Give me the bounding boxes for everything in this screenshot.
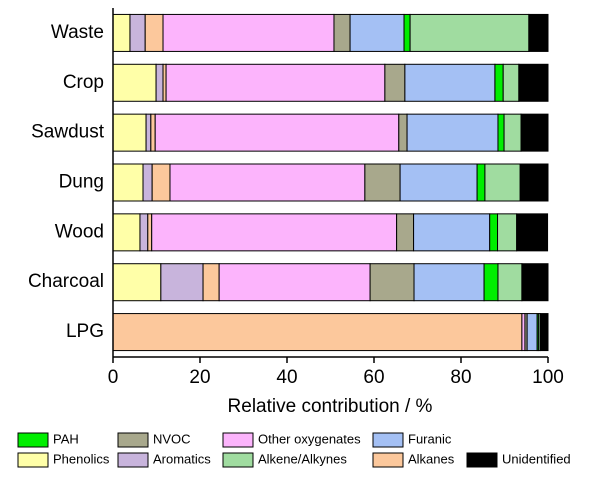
legend-swatch <box>17 452 49 468</box>
x-tick-label: 20 <box>189 367 210 388</box>
bar-segment <box>151 213 398 252</box>
bar-segment <box>169 163 366 202</box>
bar-segment <box>503 113 522 152</box>
bar-segment <box>155 63 164 102</box>
y-tick-label: Sawdust <box>31 122 105 143</box>
y-tick-label: LPG <box>66 321 104 342</box>
bar-segment <box>202 263 220 302</box>
bar-segment <box>396 213 415 252</box>
bar-segment <box>384 63 406 102</box>
bar-segment <box>112 163 144 202</box>
y-tick-label: Dung <box>59 172 104 193</box>
bar-segment <box>528 13 549 52</box>
bar-segment <box>476 163 486 202</box>
bar-segment <box>483 263 499 302</box>
bar-segment <box>413 213 491 252</box>
bar-segment <box>526 313 538 352</box>
bar-segment <box>150 113 156 152</box>
y-tick-label: Charcoal <box>28 271 104 292</box>
bar-segment <box>369 263 415 302</box>
x-axis-label: Relative contribution / % <box>228 396 433 417</box>
bar-segment <box>406 113 499 152</box>
bar-segment <box>162 13 335 52</box>
y-tick-label: Waste <box>51 22 104 43</box>
bar-segment <box>364 163 401 202</box>
bar-segment <box>218 263 371 302</box>
legend-label: Alkanes <box>408 451 455 466</box>
bar-segment <box>129 13 146 52</box>
bar-segment <box>112 263 162 302</box>
x-tick-label: 40 <box>276 367 297 388</box>
bar-segment <box>139 213 149 252</box>
bar-segment <box>409 13 530 52</box>
y-tick-label: Crop <box>63 72 104 93</box>
bar-segment <box>403 13 411 52</box>
y-tick-label: Wood <box>55 221 104 242</box>
x-tick-label: 0 <box>108 367 119 388</box>
bar-segment <box>494 63 504 102</box>
bar-segment <box>521 263 549 302</box>
legend-label: PAH <box>53 431 79 446</box>
bar-segment <box>160 263 204 302</box>
bar-segment <box>497 263 523 302</box>
bar-segment <box>151 163 171 202</box>
legend-swatch <box>222 432 254 448</box>
legend-label: NVOC <box>153 431 191 446</box>
bar-segment <box>518 63 549 102</box>
bar-segment <box>112 213 141 252</box>
legend-label: Aromatics <box>153 451 211 466</box>
bar-segment <box>112 313 523 352</box>
legend-swatch <box>17 432 49 448</box>
bar-segment <box>112 63 157 102</box>
bar-segment <box>349 13 405 52</box>
legend-label: Furanic <box>408 431 452 446</box>
legend-label: Phenolics <box>53 451 110 466</box>
bar-segment <box>497 213 518 252</box>
bar-segment <box>112 13 131 52</box>
legend-label: Unidentified <box>502 451 571 466</box>
bar-segment <box>497 113 505 152</box>
bar-segment <box>112 113 147 152</box>
legend-swatch <box>117 432 149 448</box>
bar-segment <box>147 213 153 252</box>
legend-swatch <box>466 452 498 468</box>
bar-segment <box>516 213 549 252</box>
bar-segment <box>404 63 496 102</box>
bar-segment <box>502 63 520 102</box>
bar-segment <box>398 113 408 152</box>
legend-swatch <box>372 432 404 448</box>
bar-segment <box>539 313 549 352</box>
bar-segment <box>145 113 152 152</box>
legend-label: Alkene/Alkynes <box>258 451 347 466</box>
bar-segment <box>399 163 478 202</box>
x-tick-label: 100 <box>532 367 564 388</box>
legend-label: Other oxygenates <box>258 431 361 446</box>
bar-segment <box>413 263 485 302</box>
bar-segment <box>520 113 549 152</box>
x-tick-label: 80 <box>450 367 471 388</box>
bar-segment <box>484 163 521 202</box>
bar-segment <box>144 13 164 52</box>
bar-segment <box>489 213 499 252</box>
legend-swatch <box>222 452 254 468</box>
bar-segment <box>333 13 351 52</box>
x-tick-label: 60 <box>363 367 384 388</box>
legend-swatch <box>117 452 149 468</box>
legend-swatch <box>372 452 404 468</box>
bar-segment <box>142 163 153 202</box>
bar-segment <box>165 63 386 102</box>
bar-segment <box>154 113 400 152</box>
bar-segment <box>519 163 549 202</box>
